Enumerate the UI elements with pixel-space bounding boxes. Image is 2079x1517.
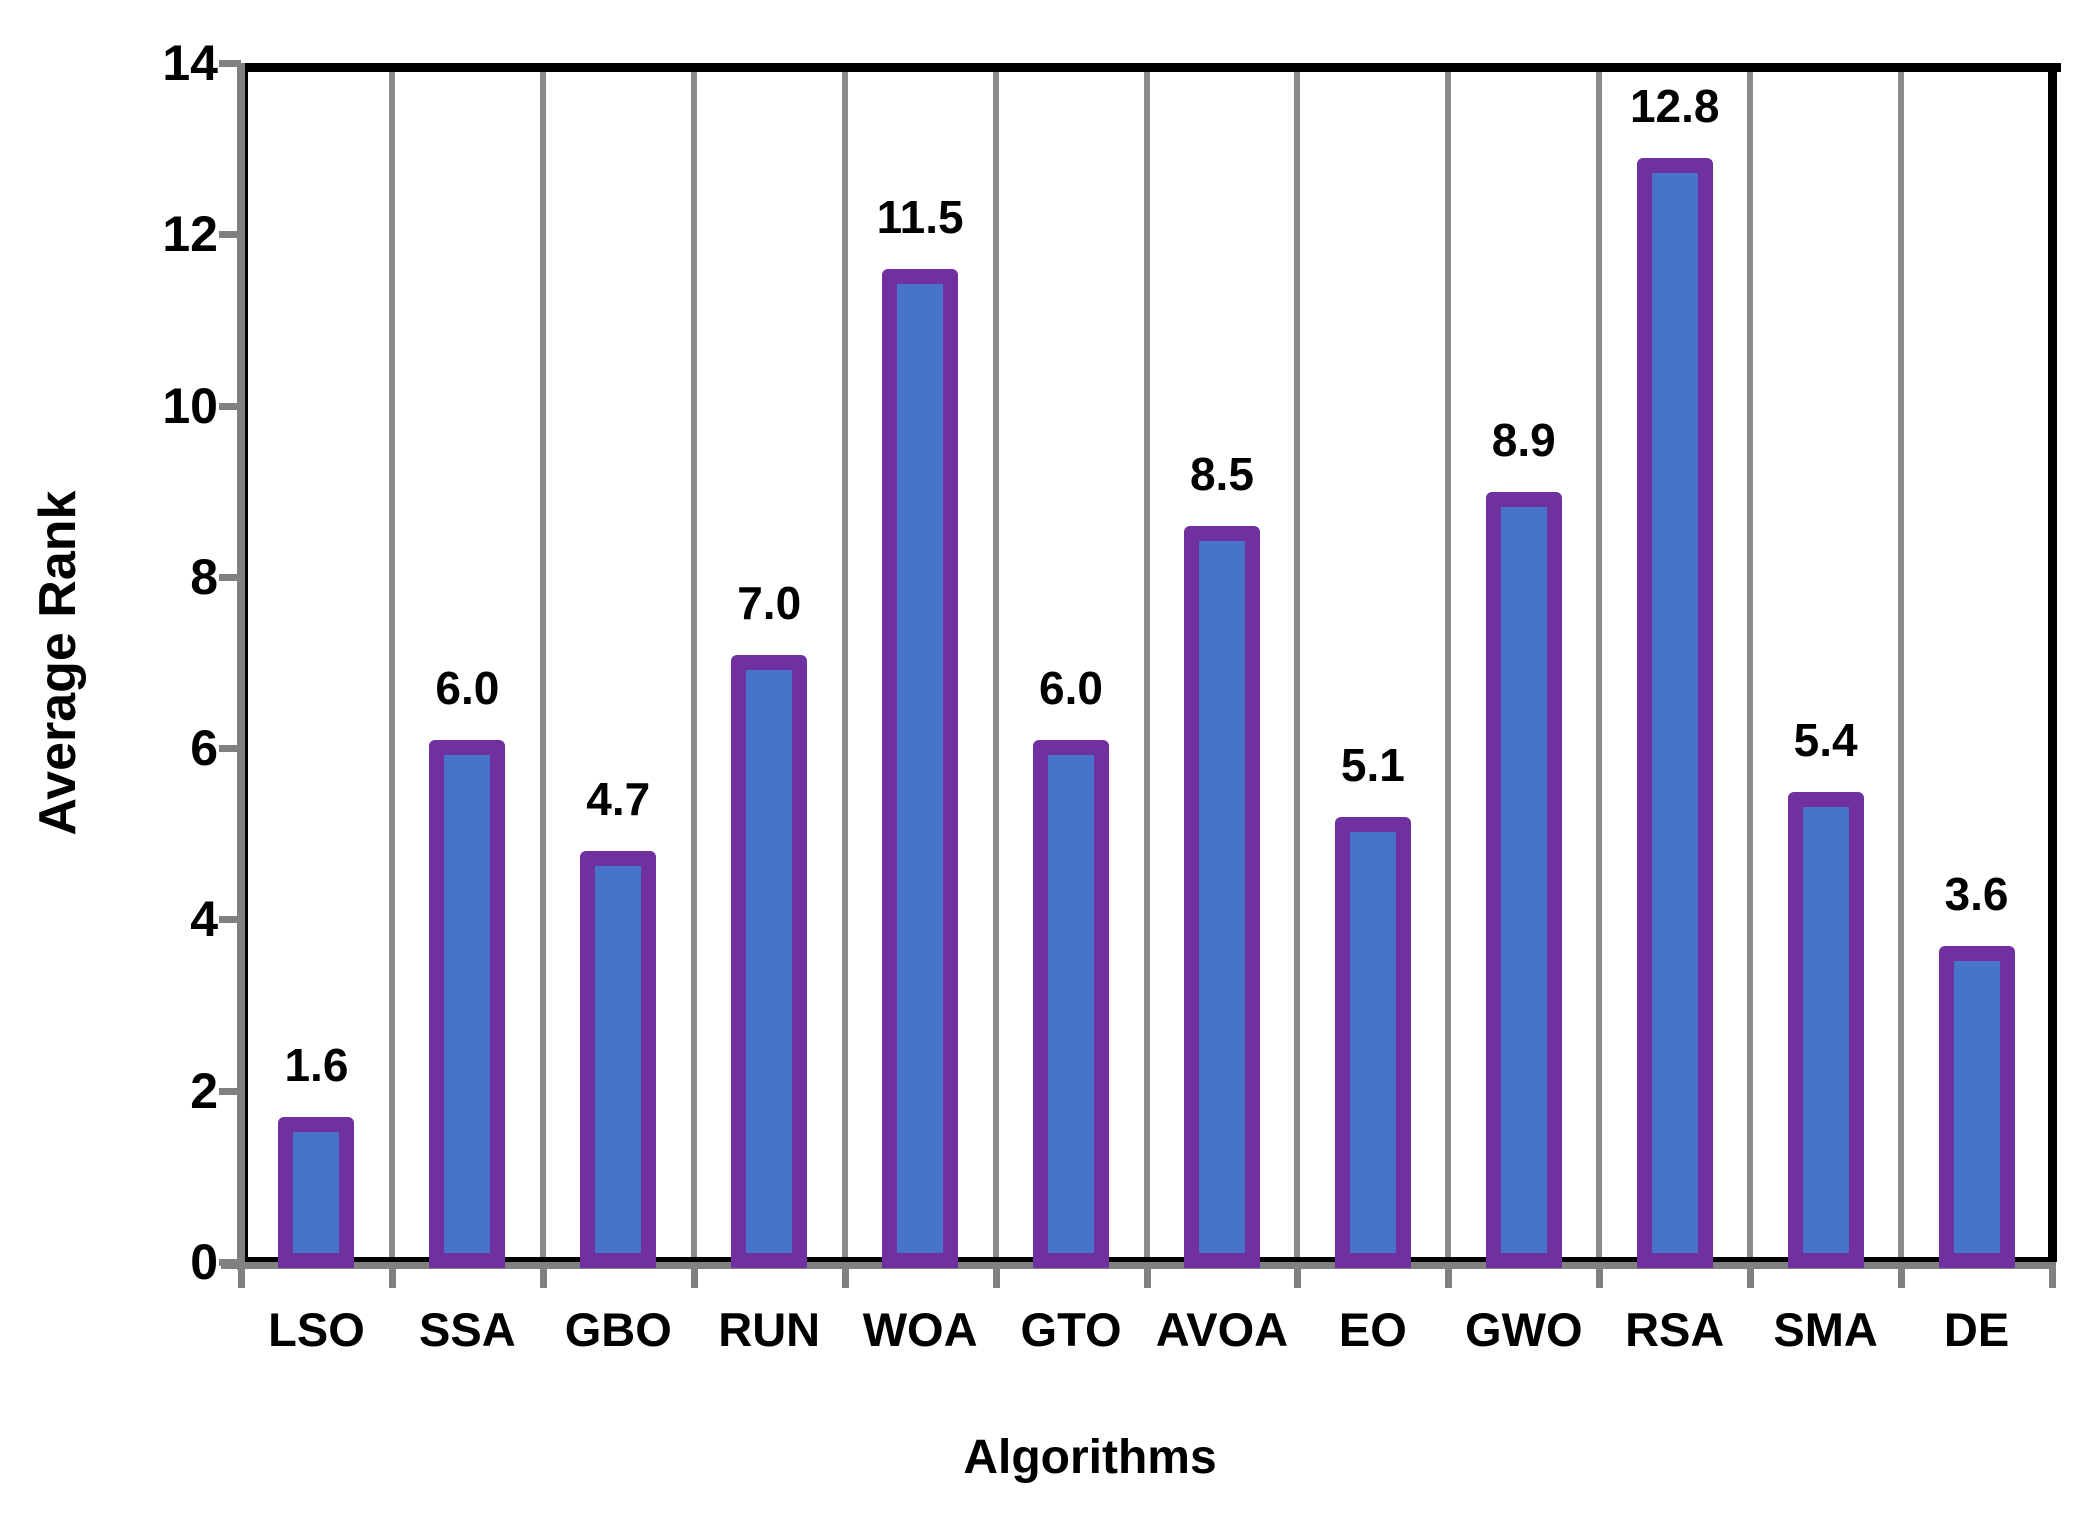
y-axis-line: [237, 63, 245, 1270]
gridline: [1596, 70, 1603, 1262]
category-label-GTO: GTO: [1020, 1303, 1122, 1356]
x-axis-tick: [1596, 1262, 1604, 1288]
plot-border-right: [2048, 63, 2057, 1262]
gridline: [1143, 70, 1150, 1262]
y-tick-label: 0: [190, 1234, 218, 1290]
gridline: [539, 70, 546, 1262]
gridline: [841, 70, 848, 1262]
category-label-SMA: SMA: [1773, 1303, 1878, 1356]
gridline: [992, 70, 999, 1262]
bar-GTO: [1033, 740, 1110, 1268]
x-axis-tick: [841, 1262, 849, 1288]
category-label-GWO: GWO: [1465, 1303, 1583, 1356]
x-axis-tick: [690, 1262, 698, 1288]
y-tick-label: 14: [162, 35, 218, 91]
category-label-EO: EO: [1338, 1303, 1407, 1356]
category-label-RSA: RSA: [1625, 1303, 1725, 1356]
bar-DE: [1938, 945, 2015, 1268]
category-label-RUN: RUN: [718, 1303, 821, 1356]
y-tick-label: 2: [190, 1062, 218, 1119]
y-axis-tick: [219, 1259, 241, 1266]
bar-RUN: [731, 654, 808, 1268]
y-axis-tick: [219, 745, 241, 753]
data-label-GBO: 4.7: [586, 773, 651, 826]
plot-border-left: [245, 63, 248, 1262]
bar-AVOA: [1183, 526, 1260, 1268]
y-axis-title: Average Rank: [29, 490, 87, 836]
x-axis-line: [221, 1262, 2052, 1269]
y-tick-label: 12: [162, 206, 218, 263]
plot-border-bottom: [241, 1257, 2052, 1262]
x-axis-tick: [539, 1262, 547, 1288]
y-tick-label: 8: [190, 548, 218, 605]
x-axis-tick: [2049, 1262, 2056, 1288]
data-label-EO: 5.1: [1340, 739, 1405, 792]
data-label-SSA: 6.0: [435, 662, 500, 715]
bar-RSA: [1636, 157, 1713, 1268]
category-label-LSO: LSO: [268, 1303, 365, 1356]
bar-GWO: [1485, 491, 1562, 1268]
data-label-RSA: 12.8: [1629, 79, 1720, 132]
data-label-DE: 3.6: [1944, 867, 2009, 920]
plot-border-top: [241, 63, 2061, 72]
category-label-GBO: GBO: [564, 1303, 672, 1356]
category-label-DE: DE: [1943, 1303, 2010, 1356]
x-axis-title: Algorithms: [963, 1431, 1217, 1484]
bar-WOA: [882, 269, 959, 1268]
y-axis-tick: [219, 916, 241, 924]
x-axis-tick: [238, 1262, 245, 1288]
gridline: [388, 70, 395, 1262]
data-label-SMA: 5.4: [1793, 713, 1858, 766]
category-label-WOA: WOA: [862, 1303, 978, 1356]
x-axis-tick: [1143, 1262, 1151, 1288]
y-axis-tick: [219, 1087, 241, 1095]
gridline: [1747, 70, 1754, 1262]
bar-SMA: [1787, 791, 1864, 1268]
x-axis-tick: [1898, 1262, 1906, 1288]
bar-GBO: [580, 851, 657, 1268]
x-axis-tick: [388, 1262, 396, 1288]
y-tick-label: 10: [162, 377, 218, 434]
bar-SSA: [429, 740, 506, 1268]
x-axis-tick: [1747, 1262, 1755, 1288]
gridline: [1445, 70, 1452, 1262]
bar-EO: [1334, 817, 1411, 1268]
gridline: [1294, 70, 1301, 1262]
gridline: [1898, 70, 1905, 1262]
data-label-GTO: 6.0: [1039, 662, 1103, 715]
y-tick-label: 6: [190, 720, 218, 777]
y-axis-tick: [219, 573, 241, 581]
x-axis-tick: [1294, 1262, 1302, 1288]
data-label-GWO: 8.9: [1491, 413, 1556, 466]
y-tick-label: 4: [190, 891, 218, 948]
data-label-WOA: 11.5: [876, 191, 964, 244]
bar-LSO: [278, 1116, 355, 1268]
category-label-AVOA: AVOA: [1155, 1303, 1289, 1356]
data-label-LSO: 1.6: [284, 1038, 349, 1091]
gridline: [690, 70, 697, 1262]
x-axis-tick: [1445, 1262, 1453, 1288]
data-label-RUN: 7.0: [737, 576, 802, 629]
x-axis-tick: [992, 1262, 1000, 1288]
category-label-SSA: SSA: [419, 1303, 516, 1356]
y-axis-tick: [219, 231, 241, 239]
data-label-AVOA: 8.5: [1189, 448, 1254, 501]
y-axis-tick: [219, 60, 241, 67]
y-axis-tick: [219, 402, 241, 410]
